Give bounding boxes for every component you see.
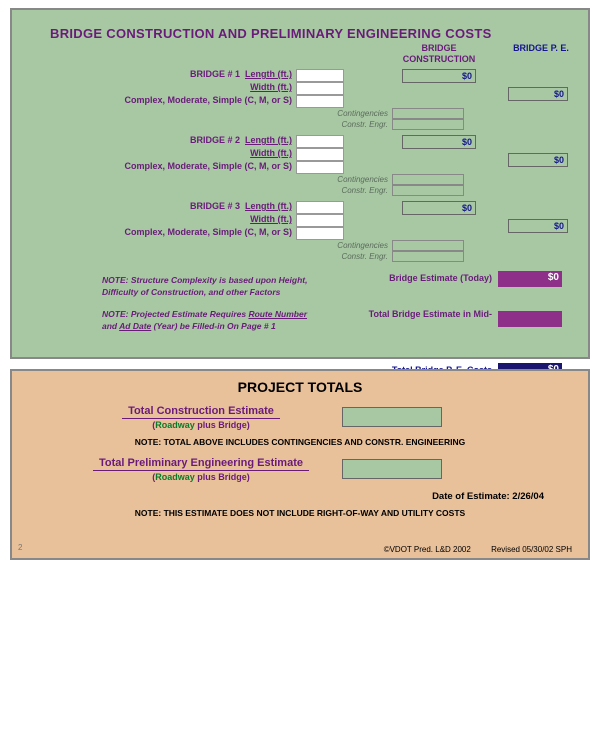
date-of-estimate: Date of Estimate: 2/26/04 (26, 491, 544, 502)
bridge-3-pe-cost: $0 (508, 219, 568, 233)
pt-row-2-label: Total Preliminary Engineering Estimate (93, 457, 309, 471)
revised: Revised 05/30/02 SPH (491, 545, 572, 554)
page-number: 2 (18, 543, 22, 552)
length-label: Length (ft.) (245, 69, 292, 79)
bridge-3-construction-cost: $0 (402, 201, 476, 215)
bridge-1-block: BRIDGE # 1 Length (ft.) Width (ft.) Comp… (22, 69, 578, 135)
pt-row-1-box (342, 407, 442, 427)
bridge-2-pe-cost: $0 (508, 153, 568, 167)
bridge-1-cengr-box (392, 119, 464, 130)
footer: ©VDOT Pred. L&D 2002 Revised 05/30/02 SP… (384, 545, 572, 554)
pt-row-2-box (342, 459, 442, 479)
bridge-1-row2: Width (ft.) (22, 82, 292, 92)
bridge-2-construction-cost: $0 (402, 135, 476, 149)
bridge-3-name: BRIDGE # 3 (190, 201, 240, 211)
bridge-1-cont-label: Contingencies (312, 109, 388, 118)
bridge-2-length-input[interactable] (296, 135, 344, 148)
bridge-1-length-input[interactable] (296, 69, 344, 82)
summary-2-value (498, 311, 562, 327)
panel-title: BRIDGE CONSTRUCTION AND PRELIMINARY ENGI… (50, 26, 578, 41)
bridge-1-complex-input[interactable] (296, 95, 344, 108)
bridge-1-construction-cost: $0 (402, 69, 476, 83)
bridge-costs-panel: BRIDGE CONSTRUCTION AND PRELIMINARY ENGI… (10, 8, 590, 359)
bridge-1-width-input[interactable] (296, 82, 344, 95)
bridge-2-block: BRIDGE # 2 Length (ft.) Width (ft.) Comp… (22, 135, 578, 201)
bridge-3-complex-input[interactable] (296, 227, 344, 240)
bridge-2-complex-input[interactable] (296, 161, 344, 174)
bridge-1-row3: Complex, Moderate, Simple (C, M, or S) (22, 95, 292, 105)
width-label: Width (ft.) (250, 82, 292, 92)
bridge-3-block: BRIDGE # 3 Length (ft.) Width (ft.) Comp… (22, 201, 578, 267)
summary-1-label: Bridge Estimate (Today) (322, 273, 492, 283)
pt-row-2: Total Preliminary Engineering Estimate (… (26, 457, 574, 485)
pt-row-1: Total Construction Estimate (Roadway plu… (26, 405, 574, 433)
project-totals-panel: PROJECT TOTALS Total Construction Estima… (10, 369, 590, 560)
pt-note-1: NOTE: TOTAL ABOVE INCLUDES CONTINGENCIES… (26, 437, 574, 447)
summary-2-label: Total Bridge Estimate in Mid- (322, 309, 492, 320)
bridge-1-name: BRIDGE # 1 (190, 69, 240, 79)
col-pe: BRIDGE P. E. (512, 43, 570, 54)
bridge-2-width-input[interactable] (296, 148, 344, 161)
bridge-3-length-input[interactable] (296, 201, 344, 214)
pt-title: PROJECT TOTALS (26, 379, 574, 395)
column-headers: BRIDGE CONSTRUCTION BRIDGE P. E. (22, 43, 578, 69)
pt-row-1-label: Total Construction Estimate (122, 405, 280, 419)
copyright: ©VDOT Pred. L&D 2002 (384, 545, 471, 554)
bridge-1-row1: BRIDGE # 1 Length (ft.) (22, 69, 292, 79)
summary-1-value: $0 (498, 271, 562, 287)
pt-note-2: NOTE: THIS ESTIMATE DOES NOT INCLUDE RIG… (26, 508, 574, 518)
pt-row-2-sub: (Roadway plus Bridge) (66, 472, 336, 482)
bridge-3-width-input[interactable] (296, 214, 344, 227)
pt-row-1-sub: (Roadway plus Bridge) (66, 420, 336, 430)
bridge-1-cengr-label: Constr. Engr. (312, 120, 388, 129)
bridge-2-name: BRIDGE # 2 (190, 135, 240, 145)
bridge-1-pe-cost: $0 (508, 87, 568, 101)
bridge-1-cont-box (392, 108, 464, 119)
col-construction: BRIDGE CONSTRUCTION (392, 43, 486, 65)
